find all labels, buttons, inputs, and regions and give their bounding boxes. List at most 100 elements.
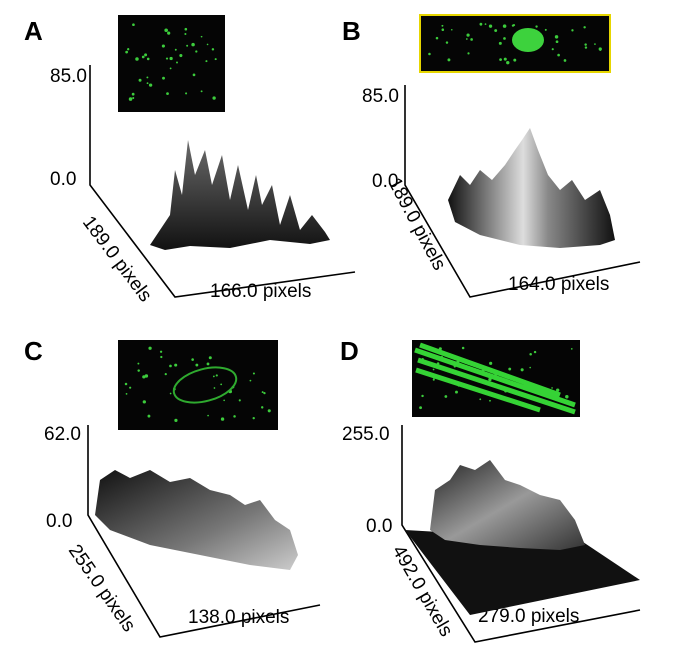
axes: [404, 85, 641, 298]
fluorescence-dot: [191, 42, 195, 47]
surface-base: [405, 530, 640, 615]
panel-d: D 255.0 0.0 492.0 pixels 279.0 pixels: [340, 336, 641, 643]
fluorescence-dot: [192, 73, 196, 77]
fluorescence-dot: [249, 379, 252, 382]
fluorescence-dot: [489, 361, 493, 365]
fluorescence-dot: [144, 53, 148, 57]
fluorescence-dot: [125, 50, 129, 54]
fluorescence-dot: [499, 58, 502, 62]
fluorescence-dot: [206, 362, 210, 366]
fluorescence-dot: [563, 59, 567, 62]
fluorescence-dot: [432, 378, 435, 381]
fluorescence-dot: [185, 92, 188, 95]
fluorescence-dot: [184, 32, 187, 36]
fluorescence-dot: [169, 67, 172, 70]
fluorescence-dot: [506, 60, 510, 65]
fluorescence-dot: [479, 398, 482, 401]
fluorescence-dot: [142, 375, 146, 379]
fluorescence-dot: [144, 374, 149, 378]
fluorescence-dot: [214, 58, 217, 61]
fluorescence-dot: [555, 40, 559, 44]
fluorescence-dot: [137, 369, 140, 372]
fluorescence-dot: [162, 76, 165, 80]
fluorescence-dot: [470, 38, 473, 41]
fluorescence-dot: [584, 46, 588, 49]
fluorescence-dot: [167, 31, 171, 35]
fluorescence-dot: [551, 48, 554, 51]
panel-label: A: [24, 16, 43, 46]
fluorescence-dot: [467, 52, 470, 55]
fluorescence-dot: [165, 57, 169, 60]
fluorescence-dot: [148, 83, 153, 87]
surface: [448, 128, 615, 248]
fluorescence-dot: [261, 406, 264, 409]
fibers: [414, 342, 576, 415]
fluorescence-dot: [195, 363, 199, 367]
fluorescence-dot: [132, 96, 135, 100]
fluorescence-dot: [598, 47, 602, 51]
fluorescence-dot: [584, 43, 587, 46]
panel-label: B: [342, 16, 361, 46]
fluorescence-dot: [159, 350, 163, 353]
fluorescence-dot: [508, 367, 512, 371]
width-axis-label: 279.0 pixels: [478, 606, 579, 627]
fluorescence-dot: [479, 22, 483, 26]
fluorescence-dot: [263, 391, 266, 395]
fluorescence-dot: [529, 366, 532, 369]
fluorescence-dot: [535, 25, 538, 28]
fluorescence-dot: [169, 392, 172, 395]
fluorescence-dot: [238, 399, 241, 402]
fluorescence-dot: [419, 406, 422, 410]
fluorescence-dot: [512, 24, 516, 27]
fluorescence-dot: [445, 41, 449, 44]
z-max: 62.0: [44, 424, 81, 445]
fluorescence-dot: [160, 355, 163, 359]
width-axis-label: 166.0 pixels: [210, 281, 311, 302]
fluorescence-dot: [141, 55, 145, 59]
fluorescence-dot: [533, 350, 537, 354]
surface: [150, 140, 330, 250]
fluorescence-dot: [124, 382, 128, 386]
fluorescence-dot: [147, 414, 151, 418]
fluorescence-dot: [137, 362, 140, 365]
fluorescence-dot: [447, 58, 451, 62]
fluorescence-dot: [544, 28, 547, 31]
fluorescence-dot: [132, 23, 135, 27]
z-min: 0.0: [50, 169, 76, 190]
fluorescence-dot: [441, 28, 445, 31]
fluorescence-dot: [502, 24, 507, 28]
depth-axis-label: 255.0 pixels: [64, 541, 139, 636]
fluorescence-dot: [444, 395, 448, 398]
width-axis-label: 164.0 pixels: [508, 274, 609, 295]
fluorescence-dot: [174, 418, 178, 422]
fluorescence-dot: [146, 76, 149, 79]
fluorescence-dot: [594, 43, 596, 45]
fluorescence-dot: [223, 399, 225, 402]
fluorescence-dot: [164, 372, 167, 376]
width-axis-label: 138.0 pixels: [188, 607, 289, 628]
fluorescence-dot: [148, 346, 152, 350]
panel-b: B 85.0 0.0 189.0 pixels 164.0 pixels: [342, 14, 641, 298]
fluorescence-dot: [125, 392, 128, 395]
z-min: 0.0: [372, 171, 398, 192]
fluorescence-dot: [166, 92, 169, 96]
fluorescence-dot: [556, 388, 560, 392]
fluorescence-dot: [206, 43, 209, 46]
fluorescence-dot: [146, 82, 149, 85]
fluorescence-dot: [220, 417, 225, 421]
fluorescence-dot: [252, 372, 255, 375]
fluorescence-dot: [529, 353, 532, 356]
depth-axis-label: 189.0 pixels: [78, 212, 156, 306]
fluorescence-dot: [565, 394, 569, 399]
fluorescence-dot: [205, 60, 208, 63]
fluorescence-dot: [513, 58, 517, 62]
depth-axis-label: 189.0 pixels: [384, 174, 450, 273]
axes: [89, 65, 356, 298]
fluorescence-dot: [520, 368, 524, 372]
fluorescence-dot: [184, 27, 188, 31]
fluorescence-dot: [174, 363, 178, 367]
fluorescence-dot: [169, 364, 172, 368]
fluorescence-dot: [213, 387, 216, 389]
fluorescence-dot: [421, 394, 424, 398]
